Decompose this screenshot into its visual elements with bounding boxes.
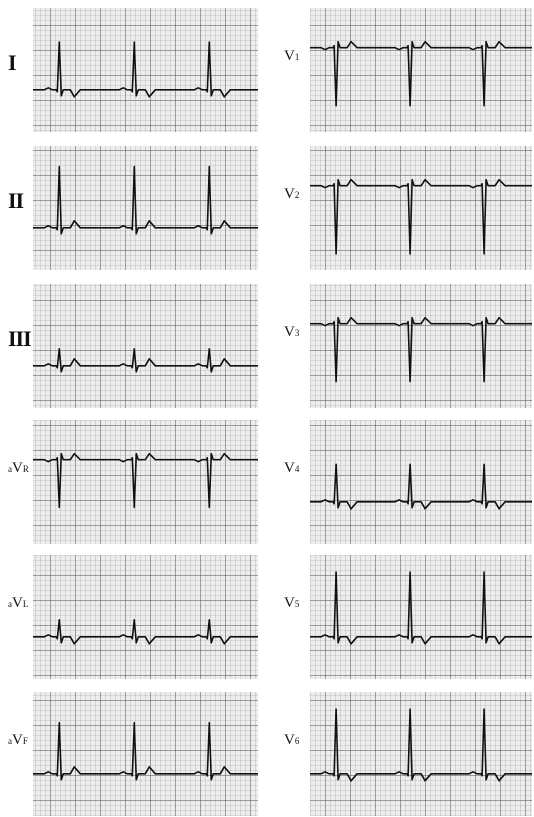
ecg-panel-ii bbox=[33, 146, 258, 270]
ecg-trace-v6 bbox=[310, 708, 532, 782]
grid-lines bbox=[310, 8, 532, 132]
ecg-trace-avf bbox=[33, 721, 258, 781]
grid-lines bbox=[310, 555, 532, 679]
lead-label-v1: V1 bbox=[284, 48, 300, 64]
lead-label-v6: V6 bbox=[284, 732, 300, 748]
lead-label-avr: aVR bbox=[8, 460, 29, 476]
lead-label-v5: V5 bbox=[284, 595, 300, 611]
ecg-trace-i bbox=[33, 41, 258, 98]
lead-label-v4: V4 bbox=[284, 460, 300, 476]
lead-label-iii: III bbox=[8, 326, 32, 351]
grid-lines bbox=[33, 692, 258, 816]
ecg-panel-v6 bbox=[310, 692, 532, 816]
grid-lines bbox=[310, 420, 532, 544]
ecg-trace-v1 bbox=[310, 40, 532, 107]
grid-lines bbox=[310, 692, 532, 816]
grid-lines bbox=[33, 420, 258, 544]
ecg-trace-v3 bbox=[310, 316, 532, 383]
ecg-panel-i bbox=[33, 8, 258, 132]
lead-label-avf: aVF bbox=[8, 732, 28, 748]
ecg-panel-avf bbox=[33, 692, 258, 816]
lead-label-avl: aVL bbox=[8, 595, 29, 611]
lead-label-v3: V3 bbox=[284, 324, 300, 340]
ecg-panel-v4 bbox=[310, 420, 532, 544]
ecg-panel-avl bbox=[33, 555, 258, 679]
lead-label-v2: V2 bbox=[284, 186, 300, 202]
ecg-panel-avr bbox=[33, 420, 258, 544]
ecg-panel-v5 bbox=[310, 555, 532, 679]
ecg-trace-v2 bbox=[310, 178, 532, 255]
lead-label-i: I bbox=[8, 50, 17, 75]
ecg-trace-iii bbox=[33, 348, 258, 373]
grid-lines bbox=[310, 284, 532, 408]
ecg-trace-avl bbox=[33, 619, 258, 645]
lead-label-ii: II bbox=[8, 188, 24, 213]
ecg-trace-v5 bbox=[310, 571, 532, 645]
grid-lines bbox=[33, 284, 258, 408]
grid-lines bbox=[310, 146, 532, 270]
ecg-panel-v3 bbox=[310, 284, 532, 408]
ecg-panel-iii bbox=[33, 284, 258, 408]
grid-lines bbox=[33, 555, 258, 679]
ecg-panel-v1 bbox=[310, 8, 532, 132]
ecg-trace-v4 bbox=[310, 463, 532, 510]
ecg-trace-ii bbox=[33, 165, 258, 235]
grid-lines bbox=[33, 146, 258, 270]
grid-lines bbox=[33, 8, 258, 132]
ecg-panel-v2 bbox=[310, 146, 532, 270]
ecg-trace-avr bbox=[33, 452, 258, 509]
